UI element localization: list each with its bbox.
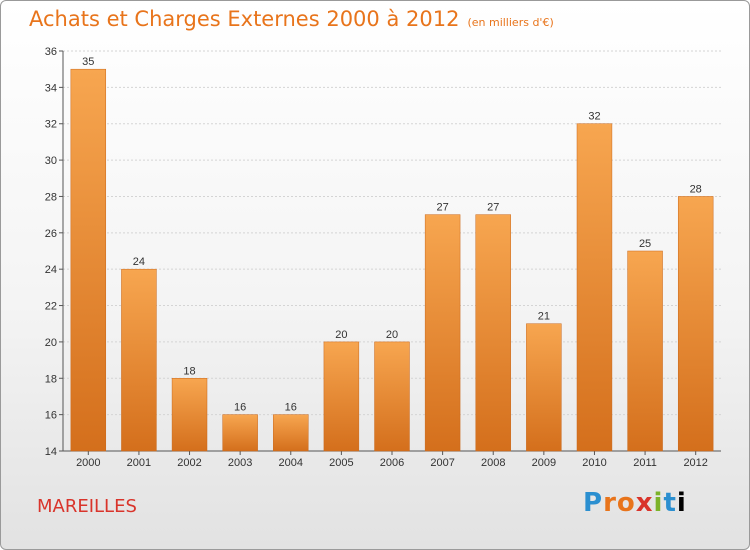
bar-2011 xyxy=(627,250,663,452)
proxiti-logo[interactable]: Proxiti xyxy=(583,488,687,518)
data-label: 18 xyxy=(183,365,195,377)
x-tick-label: 2007 xyxy=(430,457,454,469)
x-tick-label: 2003 xyxy=(228,457,252,469)
x-tick-label: 2012 xyxy=(683,457,707,469)
bar-2009 xyxy=(526,323,562,452)
x-tick-label: 2006 xyxy=(380,457,404,469)
bar-2008 xyxy=(475,214,511,452)
bar-2003 xyxy=(222,414,258,452)
bars xyxy=(70,68,714,452)
data-label: 27 xyxy=(436,202,448,214)
labels: 2000 35 2001 24 2002 18 2003 16 2004 16 2005 20 2006… xyxy=(76,56,708,469)
data-label: 21 xyxy=(538,311,550,323)
chart-title: Achats et Charges Externes 2000 à 2012 (e… xyxy=(29,7,554,31)
x-tick-label: 2008 xyxy=(481,457,505,469)
chart-title-text: Achats et Charges Externes 2000 à 2012 xyxy=(29,7,460,31)
data-label: 28 xyxy=(690,183,702,195)
data-label: 32 xyxy=(588,111,600,123)
data-label: 20 xyxy=(386,329,398,341)
x-tick-label: 2000 xyxy=(76,457,100,469)
x-tick-label: 2001 xyxy=(127,457,151,469)
data-label: 16 xyxy=(285,402,297,414)
town-name: MAREILLES xyxy=(37,496,137,517)
bar-2006 xyxy=(374,341,410,452)
data-label: 25 xyxy=(639,238,651,250)
bar-2000 xyxy=(70,68,107,452)
bar-2004 xyxy=(273,414,309,452)
y-tick-label: 28 xyxy=(45,191,57,203)
x-tick-label: 2009 xyxy=(532,457,556,469)
data-label: 24 xyxy=(133,256,145,268)
y-tick-label: 22 xyxy=(45,301,57,313)
y-tick-label: 34 xyxy=(45,82,57,94)
data-label: 27 xyxy=(487,202,499,214)
bar-2005 xyxy=(323,341,360,452)
y-tick-label: 24 xyxy=(45,264,57,276)
x-tick-label: 2005 xyxy=(329,457,353,469)
y-tick-label: 14 xyxy=(45,446,57,458)
bar-2001 xyxy=(121,268,157,452)
y-tick-label: 16 xyxy=(45,410,57,422)
bar-2012 xyxy=(677,196,714,452)
y-tick-label: 20 xyxy=(45,337,57,349)
x-tick-label: 2011 xyxy=(633,457,657,469)
data-label: 16 xyxy=(234,402,246,414)
x-tick-label: 2010 xyxy=(582,457,606,469)
bar-2010 xyxy=(576,123,613,452)
x-tick-label: 2002 xyxy=(177,457,201,469)
chart-unit: (en milliers d'€) xyxy=(467,16,554,29)
data-label: 35 xyxy=(82,56,94,68)
x-tick-label: 2004 xyxy=(279,457,303,469)
y-tick-label: 36 xyxy=(45,46,57,58)
bar-2002 xyxy=(171,378,208,452)
y-tick-label: 30 xyxy=(45,155,57,167)
bar-2007 xyxy=(424,214,461,452)
y-tick-label: 18 xyxy=(45,373,57,385)
y-tick-label: 26 xyxy=(45,228,57,240)
y-tick-label: 32 xyxy=(45,119,57,131)
data-label: 20 xyxy=(335,329,347,341)
